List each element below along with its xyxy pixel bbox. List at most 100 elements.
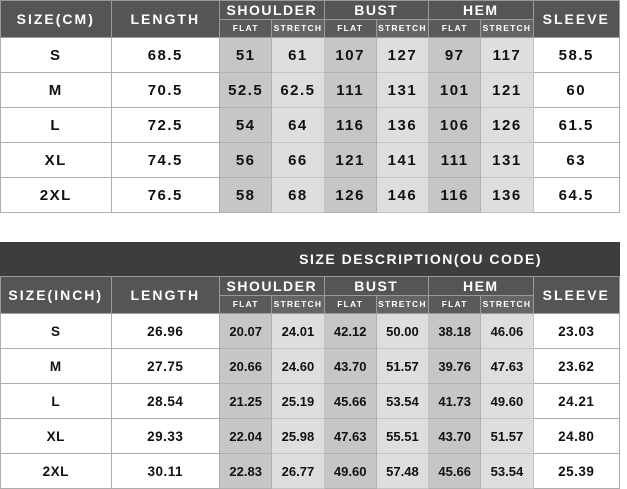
cm-header-row-groups: SIZE(CM) LENGTH SHOULDER BUST HEM SLEEVE (0, 0, 621, 38)
inch-cell-size: L (0, 383, 112, 419)
cm-cell-shoulder-stretch: 64 (271, 107, 325, 143)
inch-cell-length: 27.75 (110, 348, 221, 384)
table-row: S 68.5 51 61 107 127 97 117 58.5 (0, 37, 621, 73)
cm-subheader-shoulder-flat: FLAT (219, 19, 273, 38)
inch-cell-length: 26.96 (110, 313, 221, 349)
inch-cell-hem-stretch: 53.54 (480, 453, 534, 489)
inch-header-shoulder: SHOULDER (219, 276, 325, 296)
cm-cell-size: 2XL (0, 177, 112, 213)
cm-cell-sleeve: 61.5 (532, 107, 621, 143)
inch-cell-hem-stretch: 51.57 (480, 418, 534, 454)
cm-cell-length: 68.5 (110, 37, 221, 73)
cm-header-shoulder: SHOULDER (219, 0, 325, 20)
inch-subheader-shoulder-stretch: STRETCH (271, 295, 325, 314)
cm-table-body: S 68.5 51 61 107 127 97 117 58.5 M 70.5 … (0, 37, 621, 213)
inch-cell-shoulder-stretch: 24.01 (271, 313, 325, 349)
cm-cell-length: 76.5 (110, 177, 221, 213)
inch-cell-hem-flat: 41.73 (428, 383, 482, 419)
cm-table-wrapper: SIZE(CM) LENGTH SHOULDER BUST HEM SLEEVE… (0, 0, 627, 213)
inch-subheader-hem-flat: FLAT (428, 295, 482, 314)
cm-cell-bust-stretch: 131 (375, 72, 430, 108)
cm-cell-hem-stretch: 117 (480, 37, 534, 73)
cm-cell-bust-flat: 111 (323, 72, 377, 108)
inch-cell-hem-flat: 43.70 (428, 418, 482, 454)
inch-cell-size: M (0, 348, 112, 384)
table-row: 2XL 30.11 22.83 26.77 49.60 57.48 45.66 … (0, 453, 621, 489)
cm-cell-size: S (0, 37, 112, 73)
cm-cell-hem-stretch: 131 (480, 142, 534, 178)
cm-cell-hem-flat: 106 (428, 107, 482, 143)
inch-cell-bust-flat: 42.12 (323, 313, 377, 349)
cm-cell-sleeve: 63 (532, 142, 621, 178)
inch-cell-shoulder-flat: 20.66 (219, 348, 273, 384)
table-separator (0, 213, 627, 242)
cm-subheader-hem-flat: FLAT (428, 19, 482, 38)
cm-cell-shoulder-flat: 54 (219, 107, 273, 143)
inch-cell-sleeve: 24.21 (532, 383, 621, 419)
inch-subheader-bust-flat: FLAT (323, 295, 377, 314)
inch-cell-shoulder-flat: 22.83 (219, 453, 273, 489)
inch-cell-bust-stretch: 51.57 (375, 348, 430, 384)
inch-cell-shoulder-stretch: 25.98 (271, 418, 325, 454)
inch-subheader-bust-stretch: STRETCH (375, 295, 430, 314)
inch-cell-size: XL (0, 418, 112, 454)
inch-cell-bust-stretch: 53.54 (375, 383, 430, 419)
size-chart-cm-table: SIZE(CM) LENGTH SHOULDER BUST HEM SLEEVE… (0, 0, 621, 213)
cm-subheader-hem-stretch: STRETCH (480, 19, 534, 38)
cm-cell-bust-flat: 126 (323, 177, 377, 213)
cm-cell-bust-flat: 107 (323, 37, 377, 73)
inch-table-body: S 26.96 20.07 24.01 42.12 50.00 38.18 46… (0, 313, 621, 489)
cm-cell-bust-flat: 121 (323, 142, 377, 178)
cm-cell-hem-stretch: 136 (480, 177, 534, 213)
inch-cell-sleeve: 23.62 (532, 348, 621, 384)
cm-cell-sleeve: 58.5 (532, 37, 621, 73)
cm-subheader-bust-stretch: STRETCH (375, 19, 430, 38)
cm-cell-bust-stretch: 136 (375, 107, 430, 143)
cm-cell-shoulder-stretch: 68 (271, 177, 325, 213)
inch-cell-shoulder-flat: 21.25 (219, 383, 273, 419)
cm-cell-hem-stretch: 126 (480, 107, 534, 143)
size-description-title: SIZE DESCRIPTION(OU CODE) (299, 251, 542, 267)
inch-header-row-groups: SIZE(INCH) LENGTH SHOULDER BUST HEM SLEE… (0, 276, 621, 314)
inch-cell-shoulder-flat: 22.04 (219, 418, 273, 454)
inch-cell-bust-flat: 45.66 (323, 383, 377, 419)
inch-cell-shoulder-flat: 20.07 (219, 313, 273, 349)
table-row: L 28.54 21.25 25.19 45.66 53.54 41.73 49… (0, 383, 621, 419)
cm-cell-hem-flat: 97 (428, 37, 482, 73)
inch-cell-hem-flat: 45.66 (428, 453, 482, 489)
cm-cell-sleeve: 64.5 (532, 177, 621, 213)
inch-header-bust: BUST (323, 276, 430, 296)
inch-cell-hem-stretch: 47.63 (480, 348, 534, 384)
cm-cell-shoulder-flat: 52.5 (219, 72, 273, 108)
cm-cell-hem-flat: 116 (428, 177, 482, 213)
cm-cell-shoulder-flat: 58 (219, 177, 273, 213)
inch-header-length: LENGTH (110, 276, 221, 314)
cm-subheader-shoulder-stretch: STRETCH (271, 19, 325, 38)
cm-cell-shoulder-stretch: 62.5 (271, 72, 325, 108)
cm-cell-size: XL (0, 142, 112, 178)
inch-cell-hem-flat: 38.18 (428, 313, 482, 349)
inch-cell-bust-stretch: 55.51 (375, 418, 430, 454)
inch-cell-hem-stretch: 49.60 (480, 383, 534, 419)
inch-header-sleeve: SLEEVE (532, 276, 621, 314)
cm-cell-hem-flat: 111 (428, 142, 482, 178)
cm-subheader-bust-flat: FLAT (323, 19, 377, 38)
cm-header-bust: BUST (323, 0, 430, 20)
cm-cell-hem-stretch: 121 (480, 72, 534, 108)
inch-cell-sleeve: 24.80 (532, 418, 621, 454)
inch-cell-bust-flat: 47.63 (323, 418, 377, 454)
inch-cell-length: 29.33 (110, 418, 221, 454)
cm-cell-bust-stretch: 146 (375, 177, 430, 213)
table-row: M 27.75 20.66 24.60 43.70 51.57 39.76 47… (0, 348, 621, 384)
inch-cell-shoulder-stretch: 26.77 (271, 453, 325, 489)
inch-cell-shoulder-stretch: 24.60 (271, 348, 325, 384)
inch-subheader-shoulder-flat: FLAT (219, 295, 273, 314)
size-description-banner: SIZE DESCRIPTION(OU CODE) (0, 242, 620, 276)
inch-cell-sleeve: 23.03 (532, 313, 621, 349)
inch-cell-bust-stretch: 50.00 (375, 313, 430, 349)
inch-cell-shoulder-stretch: 25.19 (271, 383, 325, 419)
cm-header-length: LENGTH (110, 0, 221, 38)
table-row: XL 74.5 56 66 121 141 111 131 63 (0, 142, 621, 178)
inch-header-hem: HEM (428, 276, 534, 296)
cm-cell-shoulder-flat: 56 (219, 142, 273, 178)
